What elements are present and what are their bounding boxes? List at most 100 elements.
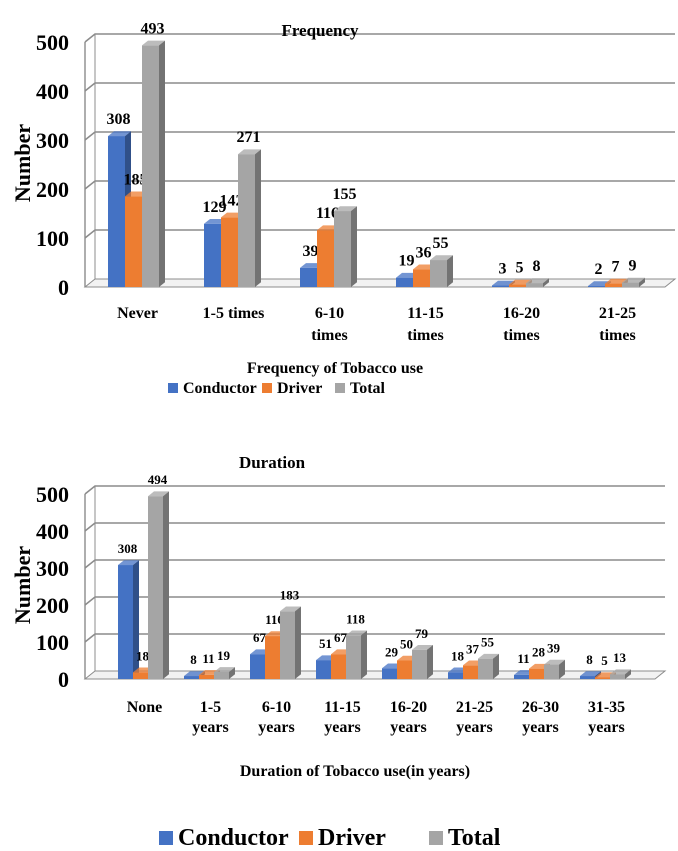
legend-swatch [429, 831, 443, 845]
bar-front [509, 284, 526, 287]
data-label: 19 [217, 648, 231, 663]
bar-side [361, 630, 367, 679]
bar-front [622, 282, 639, 287]
bar-top [214, 667, 235, 672]
data-label: 5 [516, 260, 524, 277]
bar-front [514, 674, 529, 679]
bar-top [412, 644, 433, 650]
x-tick-label: years [522, 719, 558, 736]
data-label: 7 [612, 259, 620, 276]
data-label: 79 [415, 626, 429, 641]
bar-front [413, 269, 430, 287]
data-label: 142 [220, 192, 244, 209]
y-axis-label: Number [10, 124, 35, 202]
bar-side [351, 206, 357, 287]
data-label: 8 [190, 652, 197, 667]
legend-label: Total [350, 380, 386, 397]
legend-label: Conductor [178, 825, 289, 851]
legend-label: Driver [277, 380, 322, 397]
bar [430, 255, 453, 287]
bar-front [133, 672, 148, 679]
bar-front [529, 668, 544, 679]
bar-side [427, 644, 433, 679]
bar-front [125, 196, 142, 287]
data-label: 8 [533, 258, 541, 275]
bar-top [238, 149, 261, 155]
bar-top [430, 255, 453, 261]
data-label: 18 [451, 648, 465, 663]
y-tick-label: 300 [36, 128, 69, 153]
data-label: 494 [148, 472, 168, 487]
x-tick-label: years [588, 719, 624, 736]
bar-front [334, 211, 351, 287]
bar-front [204, 223, 221, 287]
y-tick-label: 500 [36, 30, 69, 55]
x-axis-label: Frequency of Tobacco use [247, 360, 423, 377]
bar-front [610, 674, 625, 679]
bar-side [133, 560, 139, 679]
bar-front [478, 658, 493, 679]
data-label: 5 [601, 653, 608, 668]
y-tick-label: 500 [36, 482, 69, 507]
x-tick-label: times [599, 327, 635, 344]
bar-side [543, 278, 549, 287]
bar-top [142, 40, 165, 46]
data-label: 3 [499, 261, 507, 278]
bar-front [463, 665, 478, 679]
bar-front [300, 267, 317, 287]
data-label: 11 [517, 651, 529, 666]
data-label: 9 [629, 258, 637, 275]
x-tick-label: years [390, 719, 426, 736]
x-tick-label: times [503, 327, 539, 344]
bar-front [588, 286, 605, 287]
bar-top [610, 669, 631, 675]
bar-front [492, 285, 509, 287]
data-label: 183 [280, 587, 300, 602]
legend-label: Total [448, 825, 501, 851]
y-tick-label: 400 [36, 519, 69, 544]
x-tick-label: 16-20 [503, 305, 540, 322]
y-tick-label: 200 [36, 593, 69, 618]
legend-swatch [159, 831, 173, 845]
bar-front [199, 674, 214, 679]
gridline [84, 485, 665, 495]
x-tick-label: 11-15 [407, 305, 443, 322]
bar-top [544, 659, 565, 665]
bar-front [250, 654, 265, 679]
bar-top [280, 606, 301, 612]
x-axis-label: Duration of Tobacco use(in years) [240, 763, 470, 780]
bar-side [163, 491, 169, 679]
bar [346, 630, 367, 679]
bar-top [622, 277, 645, 283]
data-label: 51 [319, 636, 332, 651]
y-axis-label: Number [10, 546, 35, 624]
data-label: 116 [316, 205, 339, 222]
data-label: 308 [107, 111, 131, 128]
data-label: 19 [399, 253, 415, 270]
bar-side [447, 255, 453, 287]
gridline [84, 180, 675, 190]
bar-side [159, 40, 165, 287]
data-label: 67 [253, 630, 267, 645]
x-tick-label: 21-25 [456, 699, 493, 716]
legend-label: Driver [318, 825, 386, 851]
data-label: 37 [466, 641, 480, 656]
bar [478, 653, 499, 679]
bar-top [478, 653, 499, 659]
bar-front [430, 260, 447, 287]
chart-title: Duration [239, 453, 306, 472]
bar-front [544, 664, 559, 679]
gridline [84, 82, 675, 92]
data-label: 185 [124, 171, 148, 188]
data-label: 8 [586, 652, 593, 667]
bar-front [580, 676, 595, 679]
gridline [84, 522, 665, 532]
frequency-chart: 0100200300400500308185493Never1291422711… [10, 20, 677, 397]
x-tick-label: 6-10 [315, 305, 344, 322]
y-tick-label: 200 [36, 177, 69, 202]
gridline [84, 559, 665, 569]
data-label: 11 [202, 651, 214, 666]
bar-front [316, 660, 331, 679]
chart-floor [83, 278, 677, 288]
data-label: 55 [433, 235, 449, 252]
